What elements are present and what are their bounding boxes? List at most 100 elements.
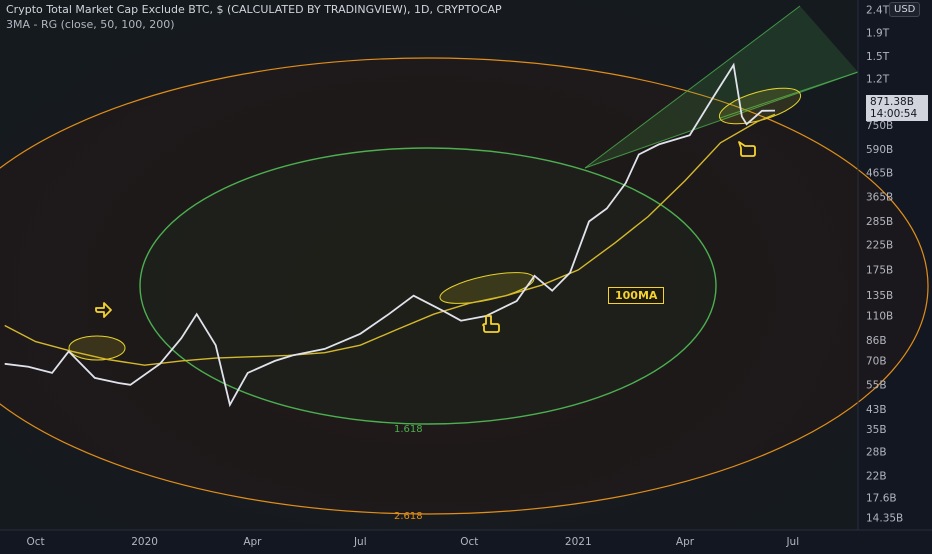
price-tick-label: 70B [866,355,887,367]
channel-fill [585,6,858,168]
time-tick-label: 2021 [565,536,592,548]
ma-point [396,328,398,330]
price-point [388,313,390,315]
countdown-timer: 14:00:54 [870,108,918,120]
price-tick-label: 14.35B [866,513,903,525]
price-tick-label: 175B [866,264,893,276]
price-point [51,372,53,374]
price-tick-label: 750B [866,120,893,132]
price-tick-label: 285B [866,216,893,228]
ma-point [505,295,507,297]
price-point [732,64,734,66]
time-tick-label: Jul [785,536,799,548]
price-tick-label: 465B [866,168,893,180]
price-point [229,404,231,406]
price-tick-label: 43B [866,404,887,416]
ma-point [433,313,435,315]
price-point [443,310,445,312]
time-axis[interactable]: Oct 2020 Apr Jul Oct 2021 Apr Jul [27,536,800,548]
ma-point [215,357,217,359]
price-point [247,372,249,374]
price-point [196,313,198,315]
ma-point [324,352,326,354]
ma-point [107,358,109,360]
ma-point [143,364,145,366]
time-tick-label: Apr [676,536,695,548]
current-price-badge: 871.38B 14:00:54 [866,95,928,121]
hand-pointer-icon [482,315,500,333]
price-point [569,272,571,274]
price-tick-label: 28B [866,446,887,458]
price-tick-label: 225B [866,240,893,252]
ma-point [3,324,5,326]
ma-point [359,344,361,346]
price-tick-label: 2.4T [866,5,890,17]
price-tick-label: 590B [866,144,893,156]
ma-100-line[interactable] [4,113,776,366]
price-point [274,360,276,362]
price-point [689,134,691,136]
time-tick-label: Jul [353,536,367,548]
price-tick-label: 22B [866,470,887,482]
price-point [324,348,326,350]
chart-title: Crypto Total Market Cap Exclude BTC, $ (… [6,3,502,16]
channel-upper-line[interactable] [584,5,801,169]
price-tick-label: 135B [866,290,893,302]
ma-point [684,180,686,182]
ma-point [577,269,579,271]
price-point [712,96,714,98]
price-point [159,363,161,365]
price-point [774,109,776,111]
price-point [3,363,5,365]
price-tick-label: 17.6B [866,492,897,504]
price-tick-label: 1.9T [866,28,890,40]
price-point [516,300,518,302]
ma-point [756,120,758,122]
price-point [180,337,182,339]
time-tick-label: Oct [27,536,45,548]
ma-point [468,302,470,304]
price-tick-label: 1.2T [866,73,890,85]
ma-point [71,350,73,352]
time-tick-label: Apr [243,536,262,548]
ma-annotation-label[interactable]: 100MA [608,287,665,304]
price-point [658,143,660,145]
price-tick-label: 55B [866,379,887,391]
ma-point [614,242,616,244]
price-point [292,354,294,356]
hand-pointer-icon [95,302,112,318]
price-tick-label: 1.5T [866,51,890,63]
ma-point [540,284,542,286]
price-axis[interactable]: 2.4T1.9T1.5T1.2T950B750B590B465B365B285B… [866,5,903,525]
price-point [117,382,119,384]
ma-point [774,113,776,115]
price-point [745,123,747,125]
currency-button[interactable]: USD [889,2,921,17]
price-point [625,182,627,184]
price-point [551,290,553,292]
price-point [741,115,743,117]
ma-point [34,340,36,342]
price-tick-label: 110B [866,311,893,323]
price-point [215,344,217,346]
ma-point [719,142,721,144]
price-point [68,350,70,352]
price-point [588,220,590,222]
price-line[interactable] [4,62,776,408]
price-point [412,295,414,297]
time-tick-label: Oct [460,536,478,548]
fib-label-inner: 1.618 [394,424,423,435]
indicator-label[interactable]: 3MA - RG (close, 50, 100, 200) [6,18,175,31]
fib-ellipse-inner[interactable] [139,147,717,425]
price-tick-label: 365B [866,192,893,204]
ma-point [287,354,289,356]
price-point [359,333,361,335]
price-point [27,366,29,368]
price-point [761,110,763,112]
channel-extension-line[interactable] [719,71,859,119]
price-tick-label: 35B [866,424,887,436]
ma-point [647,215,649,217]
price-point [638,153,640,155]
